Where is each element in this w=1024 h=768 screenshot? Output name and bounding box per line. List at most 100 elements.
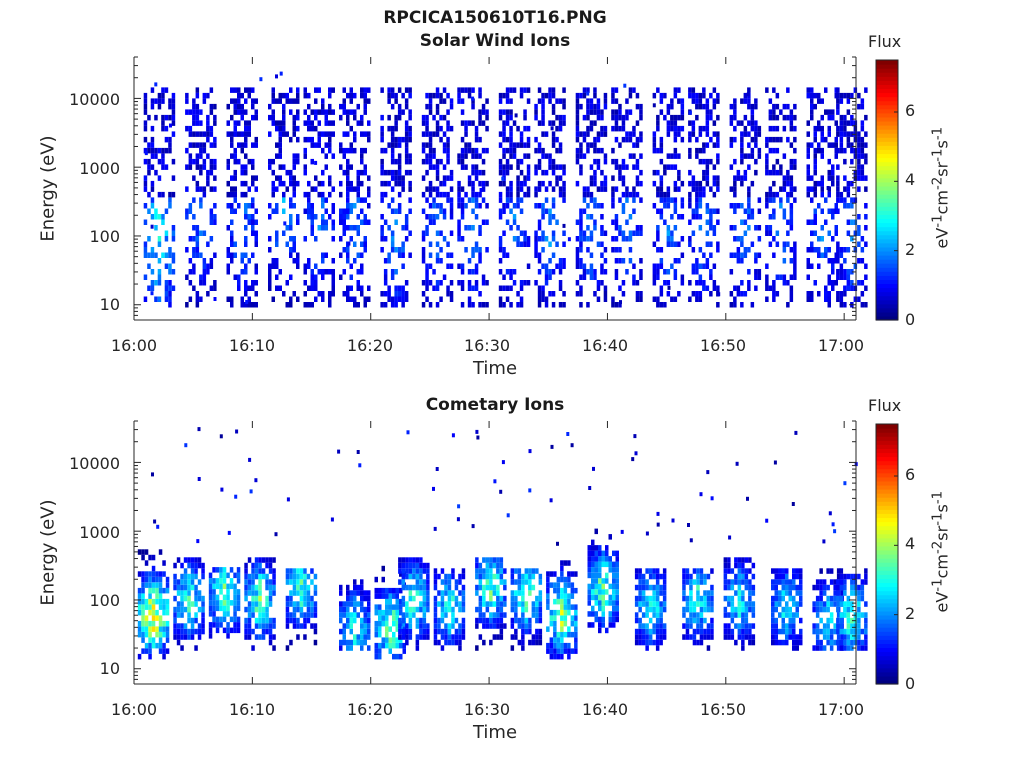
panel1-cell (449, 291, 454, 297)
panel2-cell (826, 595, 830, 602)
panel2-cell (426, 606, 430, 613)
panel1-cell (831, 280, 835, 286)
panel2-cell (734, 579, 738, 585)
panel1-cell (820, 180, 824, 187)
panel2-cell (514, 634, 518, 640)
panel1-cell (296, 258, 300, 264)
panel2-cell (535, 634, 539, 640)
panel2-cell (685, 568, 690, 574)
panel1-cell (380, 169, 384, 176)
panel1-cell (209, 236, 214, 242)
panel1-cell (656, 120, 660, 126)
panel1-cell (740, 153, 744, 159)
panel2-cell (788, 612, 792, 618)
panel1-cell (733, 158, 737, 165)
panel1-cell (408, 197, 412, 203)
panel2-cell (612, 561, 616, 568)
panel2-cell (655, 590, 660, 596)
panel2-cell (339, 639, 343, 646)
panel2-cell (496, 612, 500, 618)
panel2-cell (734, 590, 738, 596)
panel1-cell (579, 247, 583, 253)
panel1-cell (555, 241, 559, 247)
panel1-colorbar-band (876, 198, 898, 203)
panel2-cell (349, 595, 353, 602)
panel1-cell (387, 114, 391, 121)
panel2-cell (774, 568, 778, 574)
panel1-cell (346, 158, 350, 165)
panel2-cell (180, 645, 184, 651)
panel2-cell (836, 595, 840, 602)
panel1-cell (206, 180, 210, 187)
panel1-cell (380, 131, 384, 137)
panel1-cell (789, 214, 794, 220)
panel2-cell (158, 598, 163, 605)
panel2-cell (415, 579, 420, 585)
panel2-cell (605, 600, 609, 606)
panel2-cell (535, 595, 539, 602)
panel2-cell (398, 617, 402, 624)
panel1-cell (596, 285, 601, 291)
panel1-cell (505, 109, 510, 115)
panel1-cell (853, 230, 858, 236)
panel1-cell (349, 208, 353, 214)
panel1-cell (864, 114, 868, 121)
panel2-cell (412, 557, 416, 563)
panel1-cell (593, 180, 597, 187)
panel1-cell (268, 269, 272, 275)
panel2-cell (426, 562, 430, 569)
panel1-cell (380, 225, 384, 231)
panel1-cell (843, 285, 847, 291)
panel1-cell (793, 263, 797, 269)
panel1-cell (772, 136, 776, 143)
panel2-cell (699, 492, 703, 497)
panel2-cell (144, 648, 149, 654)
panel1-cell (168, 203, 172, 209)
panel1-cell (673, 180, 678, 187)
panel1-cell (481, 109, 486, 115)
panel1-cell (397, 247, 402, 253)
panel2-cell (850, 634, 854, 640)
panel1-cell (209, 258, 214, 264)
panel1-cell (864, 302, 868, 308)
panel1-cell (143, 125, 148, 132)
panel2-cell (699, 579, 704, 585)
panel1-colorbar-band (876, 287, 898, 293)
panel2-cell (261, 628, 266, 635)
panel2-cell (478, 595, 483, 602)
panel1-cell (817, 203, 821, 209)
panel2-cell (822, 590, 827, 596)
panel1-cell (579, 147, 583, 154)
panel1-cell (331, 258, 335, 264)
panel1-cell (618, 114, 622, 121)
panel1-cell (775, 191, 780, 198)
panel1-cell (740, 219, 744, 225)
panel1-cell (712, 191, 717, 198)
panel2-cell (233, 594, 237, 601)
panel1-cell (548, 164, 552, 170)
panel2-cell (447, 601, 452, 607)
panel1-cell (733, 109, 737, 115)
panel1-cell (387, 92, 391, 99)
panel1-cell (765, 191, 769, 198)
panel1-cell (639, 197, 643, 203)
panel2-cell (648, 628, 653, 635)
panel2-cell (591, 605, 595, 612)
panel1-cell (467, 147, 472, 154)
panel2-cell (785, 628, 789, 635)
panel1-cell (806, 263, 810, 269)
panel1-cell (439, 158, 443, 165)
panel1-cell (421, 302, 426, 308)
panel1-cell (810, 109, 814, 115)
panel2-cell (741, 601, 745, 607)
panel1-cell (346, 285, 350, 291)
panel1-cell (860, 136, 865, 143)
panel2-cell (781, 590, 785, 596)
panel2-cell (612, 567, 616, 573)
panel2-cell (419, 628, 423, 635)
panel1-cell (860, 98, 865, 104)
panel1-cell (772, 252, 776, 258)
panel1-cell (349, 109, 353, 115)
panel1-cell (846, 180, 851, 187)
panel2-cell (367, 634, 371, 640)
